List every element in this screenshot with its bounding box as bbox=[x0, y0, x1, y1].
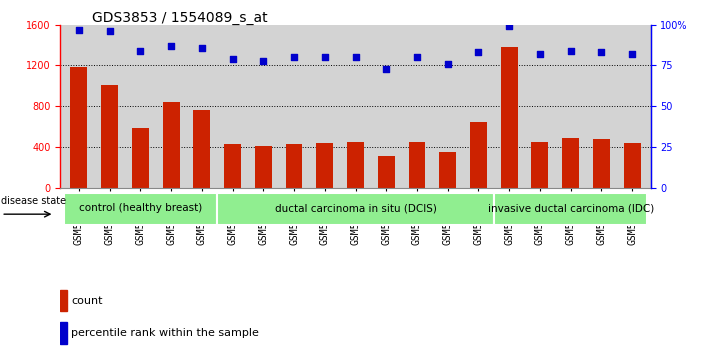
Point bbox=[411, 55, 422, 60]
Text: percentile rank within the sample: percentile rank within the sample bbox=[71, 328, 260, 338]
Text: ductal carcinoma in situ (DCIS): ductal carcinoma in situ (DCIS) bbox=[274, 203, 437, 213]
Bar bbox=[286, 144, 302, 188]
Bar bbox=[378, 156, 395, 188]
Point bbox=[134, 48, 146, 54]
Bar bbox=[470, 122, 487, 188]
Point bbox=[289, 55, 300, 60]
Bar bbox=[593, 139, 610, 188]
Bar bbox=[439, 152, 456, 188]
Point bbox=[442, 61, 454, 67]
Bar bbox=[193, 110, 210, 188]
Point bbox=[319, 55, 331, 60]
Bar bbox=[132, 127, 149, 188]
Bar bbox=[163, 102, 180, 188]
Point bbox=[596, 50, 607, 55]
Bar bbox=[63, 193, 217, 225]
Bar bbox=[255, 147, 272, 188]
Point bbox=[257, 58, 269, 63]
Text: invasive ductal carcinoma (IDC): invasive ductal carcinoma (IDC) bbox=[488, 203, 654, 213]
Point bbox=[196, 45, 208, 50]
Bar bbox=[101, 85, 118, 188]
Text: disease state: disease state bbox=[1, 196, 66, 206]
Bar bbox=[409, 142, 425, 188]
Bar bbox=[347, 142, 364, 188]
Bar bbox=[217, 193, 494, 225]
Point bbox=[73, 27, 85, 33]
Bar bbox=[316, 143, 333, 188]
Point bbox=[380, 66, 392, 72]
Text: control (healthy breast): control (healthy breast) bbox=[79, 203, 202, 213]
Bar bbox=[60, 290, 68, 312]
Bar bbox=[224, 144, 241, 188]
Point bbox=[473, 50, 484, 55]
Point bbox=[166, 43, 177, 49]
Point bbox=[503, 24, 515, 29]
Bar bbox=[60, 322, 68, 344]
Bar bbox=[70, 67, 87, 188]
Bar bbox=[624, 143, 641, 188]
Bar bbox=[501, 47, 518, 188]
Point bbox=[626, 51, 638, 57]
Point bbox=[565, 48, 577, 54]
Point bbox=[534, 51, 545, 57]
Point bbox=[227, 56, 238, 62]
Bar bbox=[531, 142, 548, 188]
Text: count: count bbox=[71, 296, 103, 306]
Point bbox=[350, 55, 361, 60]
Point bbox=[104, 28, 115, 34]
Bar bbox=[494, 193, 648, 225]
Text: GDS3853 / 1554089_s_at: GDS3853 / 1554089_s_at bbox=[92, 11, 268, 25]
Bar bbox=[562, 138, 579, 188]
